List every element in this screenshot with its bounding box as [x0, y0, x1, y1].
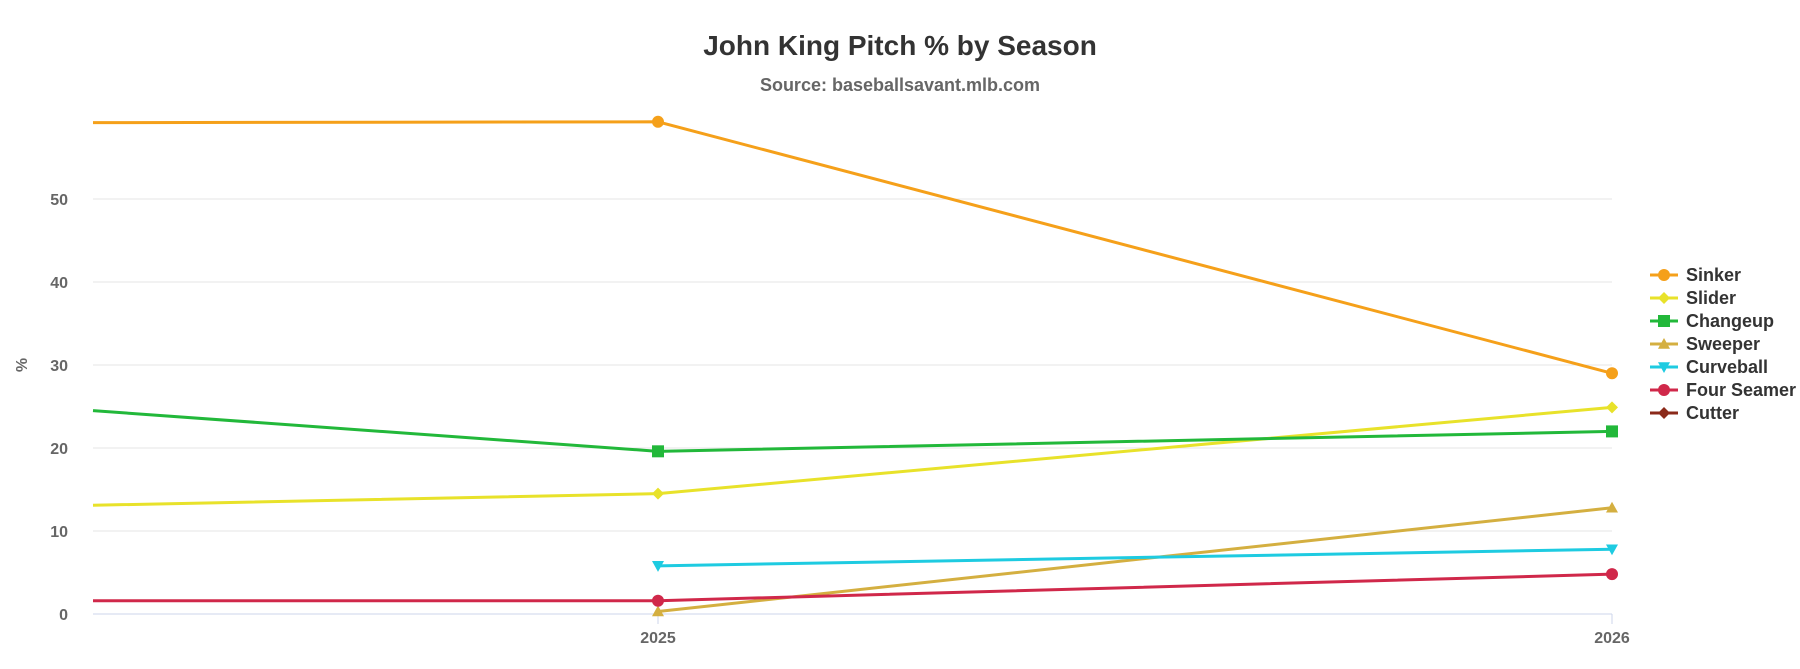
series-curveball: [652, 544, 1618, 572]
series-line-four-seamer: [93, 572, 1613, 603]
legend-label: Slider: [1686, 288, 1736, 308]
legend-symbol-slider: [1658, 292, 1670, 304]
data-point-curveball: [1606, 544, 1618, 556]
series-slider: [92, 401, 1618, 507]
legend-symbol-sweeper: [1658, 338, 1670, 349]
y-tick-label: 30: [50, 358, 68, 375]
legend-item-cutter[interactable]: Cutter: [1650, 403, 1739, 423]
legend-item-four-seamer[interactable]: Four Seamer: [1650, 380, 1796, 400]
legend-item-sinker[interactable]: Sinker: [1650, 265, 1741, 285]
data-point-four-seamer: [1606, 568, 1618, 581]
legend-symbol-changeup: [1658, 315, 1670, 327]
y-tick-label: 10: [50, 524, 68, 541]
x-tick-label: 2026: [1594, 630, 1630, 647]
x-tick-label: 2025: [640, 630, 676, 647]
y-tick-label: 50: [50, 192, 68, 209]
chart-subtitle: Source: baseballsavant.mlb.com: [759, 75, 1041, 95]
x-axis: 2025 2026: [93, 613, 1630, 647]
legend-symbol-curveball: [1658, 362, 1670, 373]
y-axis-title: %: [14, 358, 31, 372]
data-point-changeup: [652, 445, 664, 458]
series-group: [92, 115, 1618, 617]
data-point-sinker: [652, 115, 664, 128]
series-line-slider: [92, 405, 1613, 507]
legend-item-slider[interactable]: Slider: [1650, 288, 1736, 308]
legend-label: Curveball: [1686, 357, 1768, 377]
legend-label: Changeup: [1686, 311, 1774, 331]
data-point-slider: [1606, 401, 1618, 414]
series-line-curveball: [657, 547, 1613, 568]
legend-label: Sinker: [1686, 265, 1741, 285]
legend-label: Sweeper: [1686, 334, 1760, 354]
legend-symbol-four-seamer: [1658, 384, 1670, 396]
series-sweeper: [652, 501, 1618, 617]
grid-lines: [93, 198, 1612, 532]
data-point-sinker: [1606, 367, 1618, 380]
legend-label: Four Seamer: [1686, 380, 1796, 400]
series-changeup: [92, 409, 1618, 458]
data-point-sweeper: [1606, 501, 1618, 513]
data-point-four-seamer: [652, 594, 664, 607]
legend-item-curveball[interactable]: Curveball: [1650, 357, 1768, 377]
y-tick-label: 20: [50, 441, 68, 458]
series-sinker: [92, 115, 1618, 380]
data-point-curveball: [652, 561, 664, 572]
y-tick-label: 40: [50, 275, 68, 292]
legend-symbol-sinker: [1658, 269, 1670, 281]
y-tick-label: 0: [59, 607, 68, 624]
legend-item-changeup[interactable]: Changeup: [1650, 311, 1774, 331]
legend-item-sweeper[interactable]: Sweeper: [1650, 334, 1760, 354]
series-line-sinker: [92, 120, 1613, 375]
series-four-seamer: [93, 568, 1618, 607]
data-point-changeup: [1606, 425, 1618, 438]
series-line-changeup: [92, 409, 1613, 453]
y-axis: 0 10 20 30 40 50%: [14, 192, 68, 624]
series-line-sweeper: [657, 506, 1613, 614]
chart-title: John King Pitch % by Season: [703, 30, 1097, 61]
data-point-sweeper: [652, 605, 664, 617]
legend-symbol-cutter: [1658, 407, 1670, 419]
data-point-slider: [652, 487, 664, 500]
legend-label: Cutter: [1686, 403, 1739, 423]
legend[interactable]: Sinker Slider Changeup Sweeper Curveball Four…: [1650, 265, 1796, 423]
